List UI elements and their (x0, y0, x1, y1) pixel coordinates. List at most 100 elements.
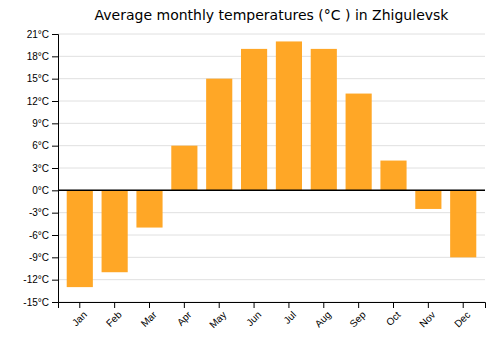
bar (380, 161, 406, 191)
tick-mark (52, 56, 58, 57)
tick-mark (184, 302, 185, 308)
tick-label: Jun (244, 309, 263, 328)
tick: 0°C (32, 185, 58, 196)
tick-label: 3°C (32, 163, 49, 174)
bar (276, 41, 302, 190)
tick: Jul (281, 302, 298, 326)
tick-mark (52, 79, 58, 80)
tick-mark (288, 302, 289, 308)
tick-mark (52, 146, 58, 147)
tick-label: 12°C (27, 96, 49, 107)
tick-mark (52, 123, 58, 124)
tick: Feb (104, 302, 124, 329)
tick: -3°C (29, 207, 58, 218)
tick-mark (393, 302, 394, 308)
chart: -15°C -12°C -9°C -6°C -3°C 0°C 3°C 6°C 9°C 12°C 15… (0, 0, 500, 350)
tick-mark (323, 302, 324, 308)
tick-label: Jul (281, 309, 298, 326)
tick-mark (428, 302, 429, 308)
tick: -12°C (23, 274, 58, 285)
bar (415, 190, 441, 209)
bar (311, 49, 337, 190)
tick: 12°C (27, 96, 58, 107)
tick-label: -15°C (23, 297, 49, 308)
tick-mark (52, 280, 58, 281)
tick: Jan (70, 302, 89, 328)
tick: Dec (452, 302, 472, 329)
grid-line (58, 34, 485, 35)
tick-label: Oct (384, 309, 403, 328)
bar (206, 79, 232, 191)
tick: 6°C (32, 140, 58, 151)
tick: -15°C (23, 297, 58, 308)
tick-label: 18°C (27, 51, 49, 62)
grid-line (58, 279, 485, 280)
tick: 9°C (32, 118, 58, 129)
tick-label: Jan (70, 309, 89, 328)
tick-label: 6°C (32, 140, 49, 151)
tick: Jun (244, 302, 263, 328)
x-axis: Jan Feb Mar Apr May Jun Jul Aug Sep Oct Nov Dec (59, 302, 486, 330)
tick-label: 15°C (27, 73, 49, 84)
tick-label: -12°C (23, 274, 49, 285)
tick: 18°C (27, 51, 58, 62)
tick: -6°C (29, 230, 58, 241)
tick-mark (52, 168, 58, 169)
tick-mark (114, 302, 115, 308)
tick: May (207, 302, 228, 330)
grid-line (58, 78, 485, 79)
bar (67, 190, 93, 287)
bar (171, 146, 197, 191)
grid (58, 34, 485, 302)
axis-line (59, 303, 486, 309)
tick: Aug (313, 302, 333, 329)
grid-line (58, 123, 485, 124)
tick-label: 9°C (32, 118, 49, 129)
bar (450, 190, 476, 257)
tick-mark (463, 302, 464, 308)
tick-label: -6°C (29, 230, 49, 241)
tick-mark (52, 34, 58, 35)
tick-label: Dec (452, 309, 472, 329)
tick-mark (219, 302, 220, 308)
bar (346, 94, 372, 191)
tick-mark (254, 302, 255, 308)
y-axis: -15°C -12°C -9°C -6°C -3°C 0°C 3°C 6°C 9°C 12°C 15… (23, 29, 58, 308)
bar (241, 49, 267, 190)
tick-mark (79, 302, 80, 308)
tick-label: -3°C (29, 207, 49, 218)
tick: Apr (175, 302, 194, 328)
grid-line (58, 101, 485, 102)
axis-line (52, 35, 59, 303)
tick-mark (52, 235, 58, 236)
tick-label: Sep (347, 309, 368, 330)
tick-mark (52, 257, 58, 258)
tick-mark (52, 190, 58, 191)
tick-label: 21°C (27, 29, 49, 40)
tick-mark (52, 302, 58, 303)
tick: Mar (139, 302, 159, 329)
tick-mark (52, 213, 58, 214)
tick-label: May (207, 309, 228, 330)
tick: 3°C (32, 163, 58, 174)
tick-label: Aug (313, 309, 333, 329)
plot: -15°C -12°C -9°C -6°C -3°C 0°C 3°C 6°C 9°C 12°C 15… (23, 29, 485, 331)
tick: -9°C (29, 252, 58, 263)
tick: 21°C (27, 29, 58, 40)
tick-mark (149, 302, 150, 308)
tick: Sep (347, 302, 368, 329)
grid-line (58, 145, 485, 146)
grid-line (58, 190, 485, 191)
grid-line (58, 168, 485, 169)
tick-label: Apr (175, 309, 194, 328)
tick-label: Nov (417, 309, 437, 329)
tick-label: -9°C (29, 252, 49, 263)
tick-label: 0°C (32, 185, 49, 196)
bar (102, 190, 128, 272)
title: Average monthly temperatures (°C ) in Zh… (95, 7, 450, 23)
bars (67, 41, 477, 287)
grid-line (58, 56, 485, 57)
zero-line (58, 190, 485, 192)
tick: 15°C (27, 73, 58, 84)
tick: Nov (417, 302, 437, 329)
